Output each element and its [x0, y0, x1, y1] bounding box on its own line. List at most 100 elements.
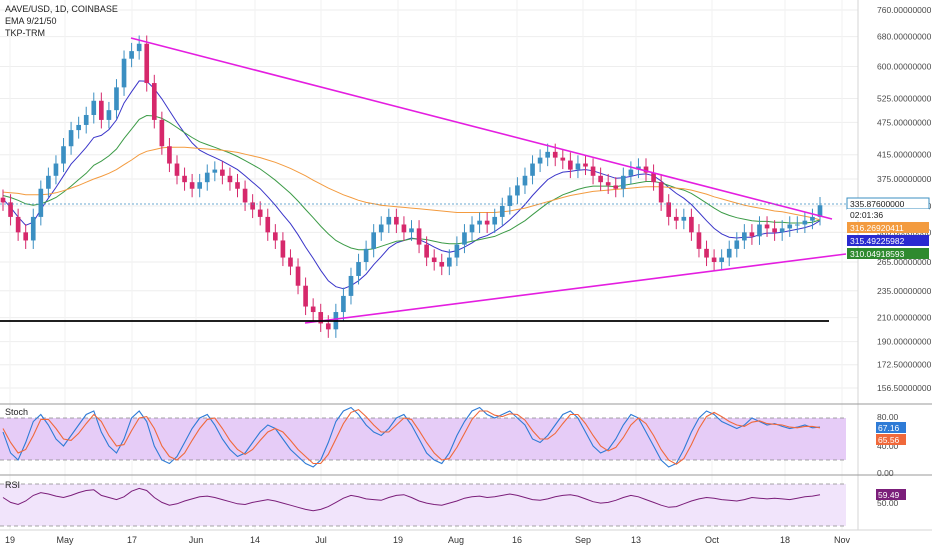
candle-body — [477, 220, 482, 225]
stoch-d-line — [2, 408, 821, 465]
candle-body — [704, 248, 709, 258]
candle-body — [68, 130, 74, 147]
rsi-axis-50: 50.00 — [877, 498, 899, 508]
descending-trendline[interactable] — [130, 37, 833, 220]
price-axis-label: 235.00000000 — [877, 286, 932, 296]
ema50-badge: 316.26920411 — [847, 222, 929, 233]
candle-body — [613, 185, 619, 189]
stoch-label[interactable]: Stoch — [5, 407, 28, 417]
candle-body — [636, 166, 641, 170]
candles[interactable] — [0, 35, 823, 338]
price-axis-label: 375.00000000 — [877, 174, 932, 184]
candle-body — [447, 257, 452, 267]
ema21-badge: 310.04918593 — [847, 248, 929, 259]
candle-body — [560, 157, 566, 161]
candle-body — [590, 166, 596, 176]
indicator-ema-label[interactable]: EMA 9/21/50 — [5, 16, 57, 26]
stoch-lines — [2, 406, 821, 468]
rsi-line — [2, 487, 821, 512]
stoch-axis-80: 80.00 — [877, 412, 899, 422]
candle-body — [280, 240, 286, 258]
candle-body — [159, 119, 165, 147]
candle-body — [378, 224, 384, 233]
price-axis-label: 600.00000000 — [877, 62, 932, 72]
rsi-band — [0, 484, 846, 526]
candle-body — [643, 166, 649, 173]
rsi-label[interactable]: RSI — [5, 480, 20, 490]
candle-body — [726, 248, 732, 258]
time-axis[interactable]: 19 May 17 Jun 14 Jul 19 Aug 16 Sep 13 Oct 18 Nov — [5, 535, 851, 545]
candle-body — [76, 124, 81, 131]
svg-text:65.56: 65.56 — [878, 435, 900, 445]
candle-body — [764, 224, 770, 229]
symbol-title: AAVE/USD, 1D, COINBASE — [5, 4, 118, 14]
price-axis-label: 525.00000000 — [877, 93, 932, 103]
candle-body — [802, 220, 808, 225]
svg-text:59.49: 59.49 — [878, 490, 900, 500]
candle-body — [552, 151, 558, 158]
ascending-trendline[interactable] — [304, 253, 847, 324]
candle-body — [144, 43, 150, 84]
candle-body — [794, 224, 800, 226]
candle-body — [416, 228, 422, 245]
candle-body — [220, 169, 225, 176]
candle-body — [356, 262, 361, 276]
candle-body — [462, 232, 467, 245]
candle-body — [46, 175, 51, 189]
stoch-k-badge: 67.16 — [876, 422, 906, 433]
candle-body — [174, 163, 180, 176]
time-axis-label: May — [56, 535, 74, 545]
price-badge: 335.87600000 — [846, 197, 930, 210]
rsi-path — [2, 487, 821, 512]
stoch-axis-40: 40.00 — [877, 441, 899, 451]
time-axis-label: 14 — [250, 535, 260, 545]
rsi-badge: 59.49 — [876, 489, 906, 500]
candle-body — [583, 163, 588, 167]
candle-body — [91, 100, 97, 115]
candle-body — [151, 83, 157, 120]
candle-body — [99, 100, 104, 120]
candle-body — [325, 323, 331, 330]
stoch-axis-0: 0.00 — [877, 468, 894, 478]
candle-body — [371, 232, 376, 249]
candle-body — [492, 216, 498, 225]
candle-body — [114, 87, 119, 111]
candle-body — [499, 205, 505, 217]
candle-body — [83, 114, 89, 125]
svg-text:316.26920411: 316.26920411 — [850, 223, 904, 233]
svg-text:67.16: 67.16 — [878, 423, 900, 433]
candle-body — [53, 163, 59, 176]
candle-body — [568, 160, 573, 170]
candle-body — [318, 312, 324, 324]
candle-body — [620, 175, 626, 189]
candle-body — [197, 182, 203, 189]
candle-body — [15, 216, 21, 233]
candle-body — [666, 202, 672, 217]
indicator-tkp-label[interactable]: TKP-TRM — [5, 28, 45, 38]
candle-body — [136, 43, 142, 52]
candle-body — [341, 295, 346, 313]
candle-body — [265, 216, 271, 233]
candle-body — [628, 169, 634, 176]
time-axis-label: 16 — [512, 535, 522, 545]
candle-body — [749, 232, 755, 237]
time-axis-label: 19 — [393, 535, 403, 545]
candle-body — [719, 257, 724, 263]
time-axis-label: 18 — [780, 535, 790, 545]
stoch-k-line — [2, 406, 821, 468]
countdown-badge: 02:01:36 — [847, 209, 929, 220]
candle-body — [288, 257, 293, 267]
candle-body — [469, 224, 475, 233]
candle-body — [817, 205, 823, 217]
candle-body — [742, 232, 747, 241]
candle-body — [696, 232, 702, 249]
candle-body — [394, 216, 399, 225]
candle-body — [439, 262, 445, 267]
candle-body — [515, 185, 520, 196]
candle-body — [431, 257, 437, 263]
candle-body — [454, 244, 460, 258]
svg-text:315.49225982: 315.49225982 — [850, 236, 905, 246]
candle-body — [711, 257, 717, 263]
candle-body — [204, 172, 210, 183]
